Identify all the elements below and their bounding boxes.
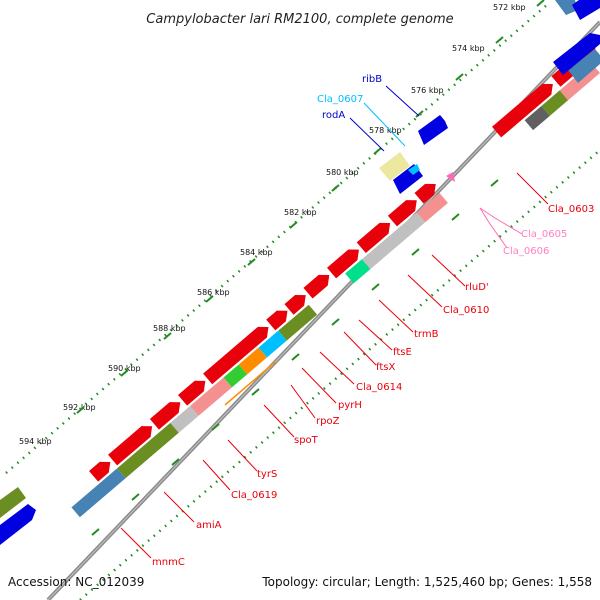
cds-arrow[interactable] bbox=[303, 270, 333, 299]
cog-track bbox=[71, 63, 600, 518]
cds-arrow[interactable] bbox=[492, 79, 557, 138]
edge-gene-right-1[interactable] bbox=[568, 49, 600, 83]
cog-block[interactable] bbox=[170, 406, 199, 433]
cds-arrow[interactable] bbox=[89, 457, 115, 482]
gene-cla0607[interactable] bbox=[379, 152, 410, 181]
cds-arrow[interactable] bbox=[108, 421, 157, 466]
cog-block[interactable] bbox=[117, 422, 179, 479]
tick-590: 590 kbp bbox=[108, 332, 172, 373]
cds-arrow[interactable] bbox=[203, 322, 273, 385]
label-rodA[interactable]: rodA bbox=[322, 110, 345, 121]
cds-arrow[interactable] bbox=[149, 397, 185, 430]
tick-576: 576 kbp bbox=[411, 73, 464, 95]
cds-arrow[interactable] bbox=[414, 179, 440, 204]
forward-cds-track bbox=[89, 47, 596, 482]
tick-572: 572 kbp bbox=[493, 0, 545, 12]
label-cla0605[interactable]: Cla_0605 bbox=[521, 229, 567, 240]
cog-block[interactable] bbox=[223, 364, 248, 388]
cog-block[interactable] bbox=[524, 105, 550, 131]
label-cla0607[interactable]: Cla_0607 bbox=[317, 94, 363, 105]
cog-block[interactable] bbox=[278, 304, 318, 341]
tick-label-572: 572 kbp bbox=[493, 3, 526, 12]
gene-ribB[interactable] bbox=[418, 115, 448, 145]
cog-block[interactable] bbox=[361, 212, 426, 270]
label-rpoZ[interactable]: rpoZ bbox=[316, 416, 340, 427]
map-title: Campylobacter lari RM2100, complete geno… bbox=[146, 12, 453, 27]
tick-label-584: 584 kbp bbox=[240, 248, 273, 257]
gene-cla0605[interactable] bbox=[446, 172, 455, 182]
tick-label-574: 574 kbp bbox=[452, 44, 485, 53]
gene-labels: ribB Cla_0607 rodA Cla_0603 Cla_0605 Cla… bbox=[152, 74, 594, 568]
label-cla0606[interactable]: Cla_0606 bbox=[503, 246, 549, 257]
tick-584: 584 kbp bbox=[240, 221, 298, 257]
label-amiA[interactable]: amiA bbox=[196, 520, 222, 531]
label-rluD[interactable]: rluD' bbox=[465, 282, 489, 293]
cla0607-marker bbox=[408, 164, 420, 175]
tick-label-578: 578 kbp bbox=[369, 126, 402, 135]
label-pyrH[interactable]: pyrH bbox=[338, 400, 362, 411]
cds-arrow[interactable] bbox=[356, 218, 395, 254]
tick-label-580: 580 kbp bbox=[326, 168, 359, 177]
label-cla0603[interactable]: Cla_0603 bbox=[548, 204, 594, 215]
tick-592: 592 kbp bbox=[63, 369, 129, 412]
edge-gene-left-2[interactable] bbox=[0, 504, 36, 545]
tick-574: 574 kbp bbox=[452, 36, 504, 53]
label-cla0614[interactable]: Cla_0614 bbox=[356, 382, 402, 393]
inner-tick-marks bbox=[91, 179, 499, 536]
tick-marks: 572 kbp 574 kbp 576 kbp 578 kbp 580 kbp … bbox=[19, 0, 545, 446]
cog-block[interactable] bbox=[238, 347, 267, 375]
inner-dotted-track bbox=[79, 149, 600, 600]
cog-block[interactable] bbox=[416, 193, 448, 223]
reverse-genes bbox=[0, 0, 600, 545]
label-ftsE[interactable]: ftsE bbox=[393, 347, 412, 358]
tick-580: 580 kbp bbox=[326, 147, 382, 177]
tick-label-576: 576 kbp bbox=[411, 86, 444, 95]
tick-label-582: 582 kbp bbox=[284, 208, 317, 217]
tick-588: 588 kbp bbox=[153, 295, 214, 333]
label-tyrS[interactable]: tyrS bbox=[257, 469, 277, 480]
tick-label-586: 586 kbp bbox=[197, 288, 230, 297]
tick-578: 578 kbp bbox=[369, 110, 424, 135]
label-ribB[interactable]: ribB bbox=[362, 74, 382, 85]
tick-label-592: 592 kbp bbox=[63, 403, 96, 412]
cog-block[interactable] bbox=[258, 330, 287, 358]
cog-block[interactable] bbox=[190, 377, 232, 416]
label-spoT[interactable]: spoT bbox=[294, 435, 319, 446]
tick-586: 586 kbp bbox=[197, 258, 256, 297]
topology-summary: Topology: circular; Length: 1,525,460 bp… bbox=[261, 575, 592, 589]
edge-gene-left-1[interactable] bbox=[0, 487, 26, 518]
cds-arrow[interactable] bbox=[266, 305, 292, 331]
label-cla0619[interactable]: Cla_0619 bbox=[231, 490, 277, 501]
label-trmB[interactable]: trmB bbox=[414, 329, 439, 340]
edge-gene-top-right-1[interactable] bbox=[555, 0, 578, 15]
tick-label-590: 590 kbp bbox=[108, 364, 141, 373]
accession-text: Accession: NC_012039 bbox=[8, 575, 144, 589]
edge-gene-right-2[interactable] bbox=[553, 33, 600, 75]
tick-label-594: 594 kbp bbox=[19, 437, 52, 446]
label-ftsX[interactable]: ftsX bbox=[376, 362, 395, 373]
label-cla0610[interactable]: Cla_0610 bbox=[443, 305, 489, 316]
cog-block[interactable] bbox=[345, 259, 371, 284]
tick-594: 594 kbp bbox=[19, 406, 85, 446]
cog-block[interactable] bbox=[71, 468, 126, 518]
cog-block[interactable] bbox=[541, 90, 569, 116]
cds-arrow[interactable] bbox=[284, 290, 310, 315]
edge-gene-top-right-2[interactable] bbox=[572, 0, 600, 20]
cds-arrow[interactable] bbox=[178, 376, 210, 406]
cog-separator bbox=[224, 361, 276, 406]
tick-582: 582 kbp bbox=[284, 184, 340, 217]
cds-arrow[interactable] bbox=[327, 244, 363, 279]
cds-arrow[interactable] bbox=[387, 195, 421, 227]
label-leaders bbox=[120, 85, 549, 559]
label-mnmC[interactable]: mnmC bbox=[152, 557, 185, 568]
tick-label-588: 588 kbp bbox=[153, 324, 186, 333]
